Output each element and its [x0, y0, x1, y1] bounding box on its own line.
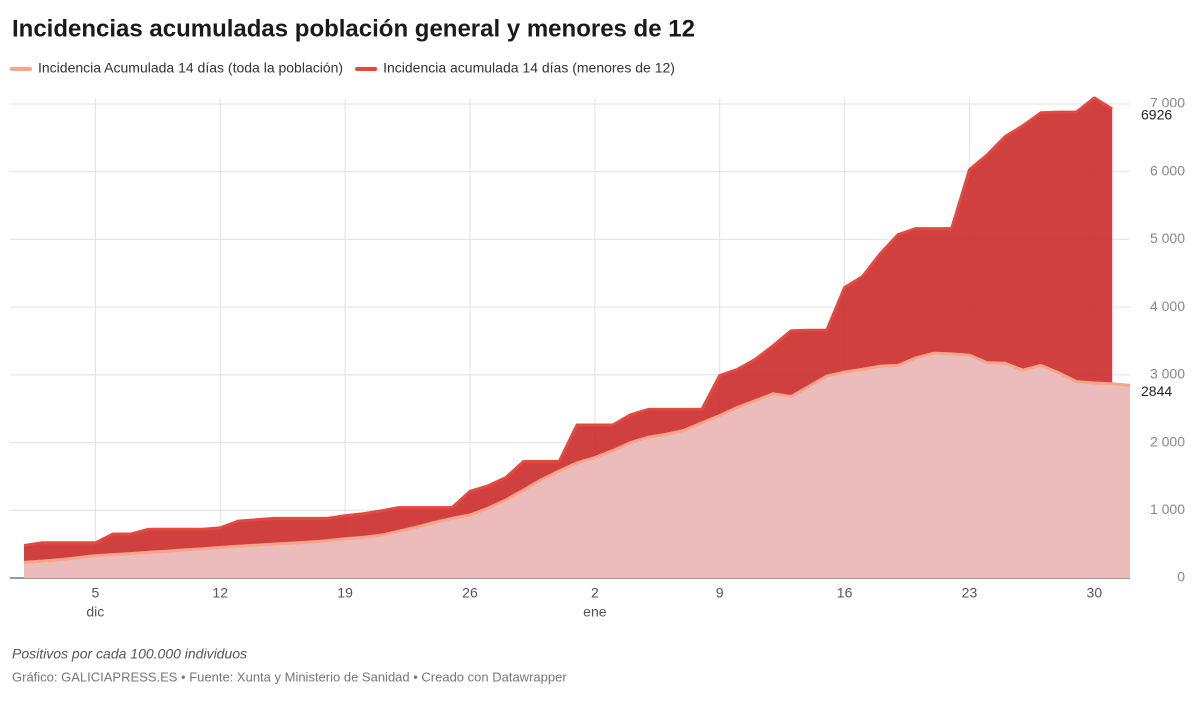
- line: [23, 351, 1131, 564]
- y-tick-label: 4 000: [1150, 298, 1185, 314]
- note: Positivos por cada 100.000 individuos: [12, 646, 247, 662]
- y-tick-label: 7 000: [1150, 95, 1185, 111]
- x-tick-label: 26: [462, 585, 478, 601]
- x-tick-label: 2: [591, 585, 599, 601]
- y-tick-label: 2 000: [1150, 433, 1185, 449]
- line: [23, 96, 1113, 547]
- x-tick-sublabel: ene: [583, 604, 607, 620]
- value-label-bg: [1138, 107, 1178, 126]
- source: Gráfico: GALICIAPRESS.ES • Fuente: Xunta…: [12, 669, 567, 684]
- x-tick-label: 5: [91, 585, 99, 601]
- y-tick-label: 6 000: [1150, 162, 1185, 178]
- x-tick-label: 16: [837, 585, 853, 601]
- x-tick-sublabel: dic: [86, 604, 104, 620]
- x-tick-label: 12: [212, 585, 228, 601]
- x-tick-label: 19: [337, 585, 353, 601]
- x-tick-label: 23: [962, 585, 978, 601]
- y-tick-label: 1 000: [1150, 501, 1185, 517]
- y-tick-label: 3 000: [1150, 366, 1185, 382]
- x-tick-label: 9: [716, 585, 724, 601]
- y-tick-label: 0: [1177, 569, 1185, 585]
- legend-label: Incidencia acumulada 14 días (menores de…: [383, 60, 675, 76]
- legend-label: Incidencia Acumulada 14 días (toda la po…: [38, 60, 343, 76]
- area: [24, 353, 1130, 578]
- y-tick-label: 5 000: [1150, 230, 1185, 246]
- value-label: 2844: [1141, 383, 1172, 399]
- chart-title: Incidencias acumuladas población general…: [12, 15, 695, 42]
- value-label-bg: [1138, 383, 1178, 402]
- value-label: 6926: [1141, 107, 1172, 123]
- x-tick-label: 30: [1087, 585, 1103, 601]
